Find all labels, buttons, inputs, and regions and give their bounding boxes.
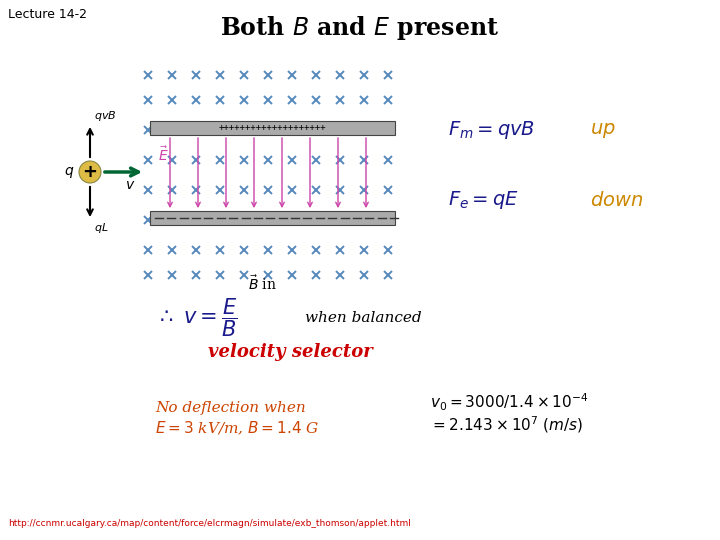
Text: $v$: $v$ [125, 178, 135, 192]
Circle shape [79, 161, 101, 183]
Text: when balanced: when balanced [305, 311, 422, 325]
Text: Lecture 14-2: Lecture 14-2 [8, 8, 87, 21]
Text: $F_e = qE$: $F_e = qE$ [448, 189, 519, 211]
Text: $v_0 = 3000/1.4\times10^{-4}$: $v_0 = 3000/1.4\times10^{-4}$ [430, 392, 588, 413]
Text: $\vec{E}$: $\vec{E}$ [158, 146, 168, 164]
Text: $q$: $q$ [63, 165, 74, 179]
Text: http://ccnmr.ucalgary.ca/map/content/force/elcrmagn/simulate/exb_thomson/applet.: http://ccnmr.ucalgary.ca/map/content/for… [8, 519, 411, 529]
Text: No deflection when: No deflection when [155, 401, 306, 415]
Text: $qL$: $qL$ [94, 221, 109, 235]
Text: $qvB$: $qvB$ [94, 109, 117, 123]
Text: velocity selector: velocity selector [207, 343, 372, 361]
Text: $F_m = qvB$: $F_m = qvB$ [448, 119, 535, 141]
Text: +: + [83, 163, 97, 181]
Text: $E=3$ kV/m, $B=1.4$ G: $E=3$ kV/m, $B=1.4$ G [155, 419, 319, 437]
Text: $\therefore\ v = \dfrac{E}{B}$: $\therefore\ v = \dfrac{E}{B}$ [155, 297, 238, 339]
Text: $up$: $up$ [590, 120, 616, 139]
Text: $\vec{B}$ in: $\vec{B}$ in [248, 275, 277, 293]
Text: ++++++++++++++++++++: ++++++++++++++++++++ [219, 124, 326, 132]
Text: $down$: $down$ [590, 191, 643, 210]
Text: Both $\mathit{B}$ and $\mathit{E}$ present: Both $\mathit{B}$ and $\mathit{E}$ prese… [220, 14, 500, 42]
Bar [150, 211, 395, 225]
Bar [150, 121, 395, 135]
Text: $= 2.143\times10^7\ (m/s)$: $= 2.143\times10^7\ (m/s)$ [430, 415, 583, 435]
